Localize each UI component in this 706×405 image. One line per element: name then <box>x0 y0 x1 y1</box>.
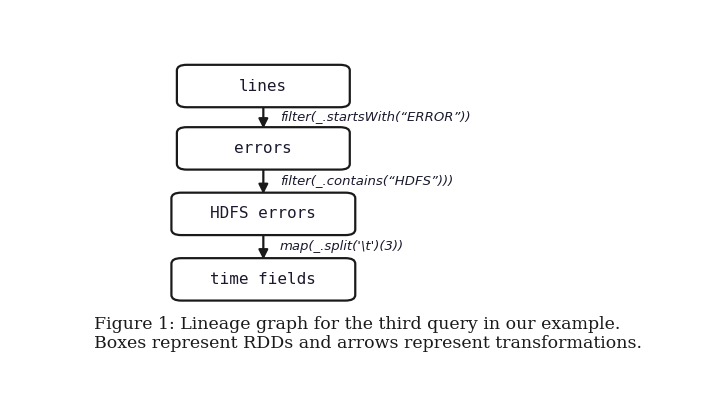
Text: filter(_.contains(“HDFS”))): filter(_.contains(“HDFS”))) <box>280 174 453 187</box>
Text: time fields: time fields <box>210 272 316 287</box>
FancyBboxPatch shape <box>177 65 349 107</box>
Text: Boxes represent RDDs and arrows represent transformations.: Boxes represent RDDs and arrows represen… <box>94 335 642 352</box>
Text: HDFS errors: HDFS errors <box>210 207 316 222</box>
Text: errors: errors <box>234 141 292 156</box>
FancyBboxPatch shape <box>177 127 349 170</box>
FancyBboxPatch shape <box>172 258 355 301</box>
Text: filter(_.startsWith(“ERROR”)): filter(_.startsWith(“ERROR”)) <box>280 110 470 123</box>
Text: lines: lines <box>239 79 287 94</box>
Text: map(_.split('\t')(3)): map(_.split('\t')(3)) <box>280 239 404 252</box>
Text: Figure 1: Lineage graph for the third query in our example.: Figure 1: Lineage graph for the third qu… <box>94 316 620 333</box>
FancyBboxPatch shape <box>172 193 355 235</box>
